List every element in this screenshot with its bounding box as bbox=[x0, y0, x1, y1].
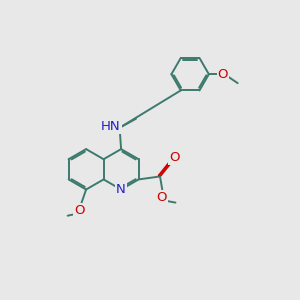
Text: O: O bbox=[218, 68, 228, 81]
Text: O: O bbox=[156, 191, 167, 204]
Text: O: O bbox=[74, 204, 85, 218]
Text: N: N bbox=[116, 183, 126, 196]
Text: HN: HN bbox=[101, 120, 121, 133]
Text: O: O bbox=[169, 151, 180, 164]
